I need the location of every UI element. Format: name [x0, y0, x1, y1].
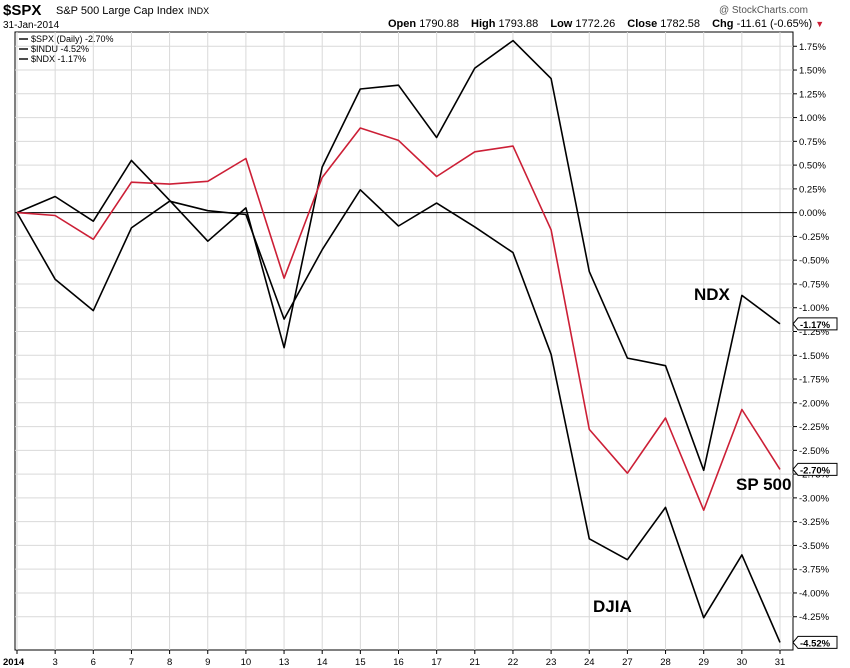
annotation-sp-500: SP 500 — [736, 475, 791, 494]
y-tick-label: -3.50% — [799, 541, 830, 552]
high-value: 1793.88 — [498, 18, 539, 30]
x-tick-label: 27 — [622, 657, 633, 668]
x-tick-label: 10 — [241, 657, 252, 668]
low-label: Low — [550, 18, 573, 30]
y-tick-label: -1.00% — [799, 303, 830, 314]
y-tick-label: -1.50% — [799, 351, 830, 362]
y-tick-label: -1.75% — [799, 375, 830, 386]
end-value-label: -2.70% — [800, 465, 831, 476]
x-tick-label: 15 — [355, 657, 366, 668]
y-tick-label: -4.00% — [799, 588, 830, 599]
chg-label: Chg — [712, 18, 734, 30]
chart-date: 31-Jan-2014 — [3, 20, 60, 31]
y-tick-label: -1.25% — [799, 327, 830, 338]
x-tick-label: 13 — [279, 657, 290, 668]
y-tick-label: 0.00% — [799, 208, 826, 219]
end-value-tag-box — [792, 462, 838, 476]
x-tick-label: 9 — [205, 657, 210, 668]
close-label: Close — [627, 18, 658, 30]
x-tick-label: 6 — [91, 657, 96, 668]
x-tick-label: 31 — [775, 657, 786, 668]
index-name: S&P 500 Large Cap Index INDX — [56, 5, 209, 17]
end-value-label: -4.52% — [800, 638, 831, 649]
x-tick-label: 30 — [737, 657, 748, 668]
y-tick-label: 1.75% — [799, 42, 826, 53]
x-tick-label: 16 — [393, 657, 404, 668]
y-tick-label: -2.50% — [799, 446, 830, 457]
y-tick-label: 1.50% — [799, 66, 826, 77]
x-tick-label: 17 — [431, 657, 442, 668]
y-tick-label: -3.75% — [799, 565, 830, 576]
chg-value: -11.61 (-0.65%) — [736, 18, 813, 30]
plot-area — [14, 31, 794, 651]
x-tick-label: 24 — [584, 657, 595, 668]
x-tick-label: 3 — [53, 657, 58, 668]
annotation-djia: DJIA — [593, 597, 632, 616]
chart-header: $SPX S&P 500 Large Cap Index INDX 31-Jan-… — [0, 0, 850, 34]
x-tick-label: 28 — [660, 657, 671, 668]
symbol: $SPX — [3, 2, 42, 19]
x-tick-label: 21 — [470, 657, 481, 668]
open-label: Open — [388, 18, 417, 30]
y-tick-label: -2.25% — [799, 422, 830, 433]
y-tick-label: 1.25% — [799, 89, 826, 100]
y-tick-label: -2.00% — [799, 398, 830, 409]
open-value: 1790.88 — [419, 18, 459, 30]
series-line-indu — [16, 189, 781, 643]
y-tick-label: -0.50% — [799, 256, 830, 267]
end-value-tag-indu: -4.52% — [792, 635, 838, 649]
index-name-text: S&P 500 Large Cap Index — [56, 5, 184, 17]
exchange-label: INDX — [187, 6, 210, 16]
end-value-label: -1.17% — [800, 320, 831, 331]
stockcharts-credit: @ StockCharts.com — [718, 5, 808, 16]
x-tick-label: 7 — [129, 657, 134, 668]
y-tick-label: -0.75% — [799, 279, 830, 290]
end-value-tag-box — [792, 635, 838, 649]
y-tick-label: -3.25% — [799, 517, 830, 528]
x-tick-label: 2014 — [3, 657, 25, 668]
y-tick-label: -4.25% — [799, 612, 830, 623]
end-value-tag-ndx: -1.17% — [792, 317, 838, 331]
x-tick-label: 23 — [546, 657, 557, 668]
y-tick-label: 1.00% — [799, 113, 826, 124]
x-tick-label: 8 — [167, 657, 172, 668]
y-tick-label: 0.25% — [799, 184, 826, 195]
end-value-tag-box — [792, 317, 838, 331]
y-tick-label: -0.25% — [799, 232, 830, 243]
y-tick-label: 0.50% — [799, 161, 826, 172]
x-tick-label: 22 — [508, 657, 519, 668]
x-tick-label: 29 — [698, 657, 709, 668]
series-line-ndx — [16, 39, 781, 472]
y-tick-label: -3.00% — [799, 493, 830, 504]
series-line-spx — [16, 127, 781, 512]
legend-entry: $INDU -4.52% — [31, 44, 89, 54]
close-value: 1782.58 — [660, 18, 701, 30]
end-value-tag-spx: -2.70% — [792, 462, 838, 476]
down-arrow-icon: ▼ — [815, 19, 825, 29]
legend-entry: $NDX -1.17% — [31, 54, 86, 64]
high-label: High — [471, 18, 496, 30]
legend: $SPX (Daily) -2.70%$INDU -4.52%$NDX -1.1… — [19, 34, 114, 64]
quote-bar: Open 1790.88 High 1793.88 Low 1772.26 Cl… — [388, 18, 824, 30]
y-tick-label: 0.75% — [799, 137, 826, 148]
x-tick-label: 14 — [317, 657, 328, 668]
annotation-ndx: NDX — [694, 285, 731, 304]
low-value: 1772.26 — [575, 18, 616, 30]
legend-entry: $SPX (Daily) -2.70% — [31, 34, 114, 44]
